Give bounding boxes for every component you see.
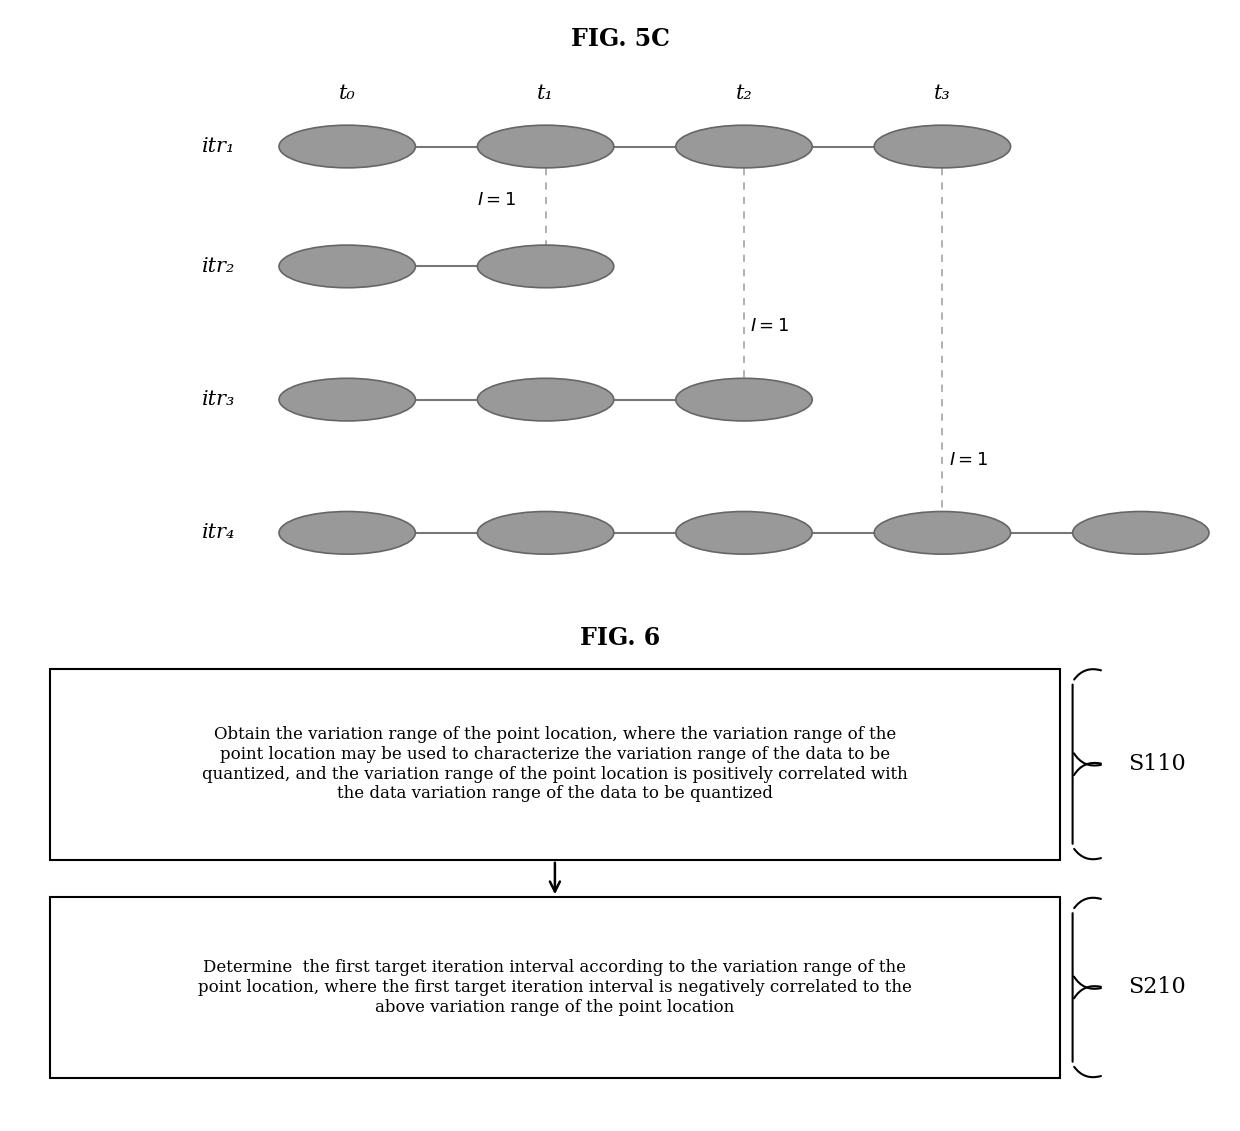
Text: t₁: t₁ [537,84,554,103]
Ellipse shape [676,378,812,421]
Ellipse shape [1073,511,1209,554]
Text: FIG. 5C: FIG. 5C [570,27,670,51]
Ellipse shape [874,511,1011,554]
Ellipse shape [279,511,415,554]
FancyBboxPatch shape [50,668,1060,860]
FancyBboxPatch shape [50,897,1060,1078]
Ellipse shape [874,126,1011,167]
Text: S210: S210 [1128,976,1187,999]
Text: t₀: t₀ [339,84,356,103]
Text: Obtain the variation range of the point location, where the variation range of t: Obtain the variation range of the point … [202,726,908,802]
Ellipse shape [279,245,415,287]
Text: $I = 1$: $I = 1$ [477,191,517,209]
Text: $I = 1$: $I = 1$ [750,318,790,336]
Ellipse shape [279,126,415,167]
Text: itr₂: itr₂ [202,257,236,276]
Ellipse shape [477,378,614,421]
Text: itr₄: itr₄ [202,524,236,543]
Text: FIG. 6: FIG. 6 [580,627,660,650]
Text: t₃: t₃ [934,84,951,103]
Text: Determine  the first target iteration interval according to the variation range : Determine the first target iteration int… [198,959,911,1016]
Ellipse shape [279,378,415,421]
Text: t₂: t₂ [735,84,753,103]
Text: $I = 1$: $I = 1$ [949,450,988,468]
Ellipse shape [676,126,812,167]
Text: itr₁: itr₁ [202,137,236,156]
Text: S110: S110 [1128,753,1187,775]
Ellipse shape [477,126,614,167]
Ellipse shape [477,245,614,287]
Ellipse shape [477,511,614,554]
Text: itr₃: itr₃ [202,390,236,409]
Ellipse shape [676,511,812,554]
